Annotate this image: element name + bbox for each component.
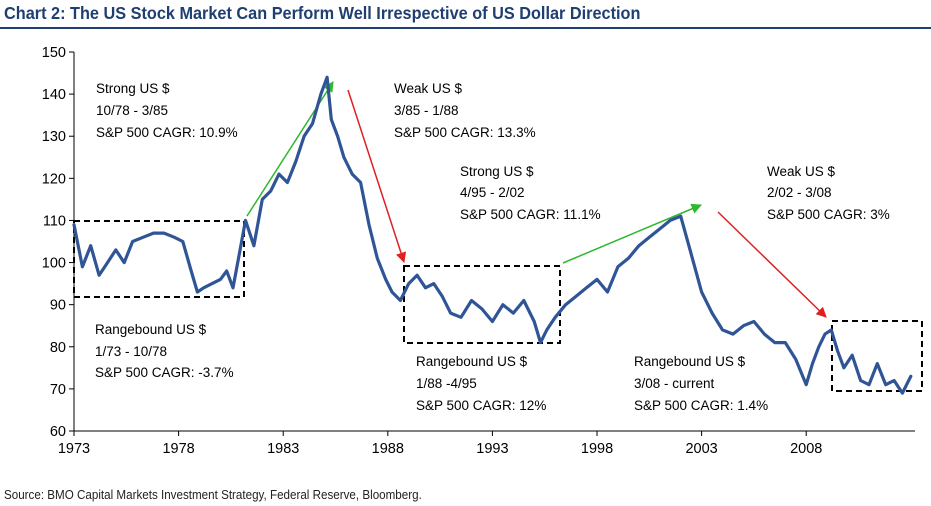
annotation-strong-1995-2002: Strong US $ 4/95 - 2/02 S&P 500 CAGR: 11… <box>460 164 601 222</box>
y-tick-label: 80 <box>50 340 66 356</box>
weak-dollar-arrow-1985-1988 <box>347 89 407 263</box>
x-tick-label: 2003 <box>685 441 717 457</box>
annotation-label: Rangebound US $ <box>416 354 528 369</box>
annotation-range: 2/02 - 3/08 <box>767 185 832 200</box>
annotation-range: 4/95 - 2/02 <box>460 185 525 200</box>
x-tick-label: 1973 <box>58 441 90 457</box>
annotation-cagr: S&P 500 CAGR: 1.4% <box>634 398 768 413</box>
annotation-cagr: S&P 500 CAGR: 11.1% <box>460 207 601 222</box>
source-note: Source: BMO Capital Markets Investment S… <box>4 488 422 502</box>
y-tick-label: 100 <box>42 256 66 272</box>
annotation-cagr: S&P 500 CAGR: 10.9% <box>96 125 238 140</box>
series-line <box>72 75 913 395</box>
title-rule <box>0 27 931 29</box>
annotation-cagr: S&P 500 CAGR: 13.3% <box>394 125 536 140</box>
annotation-rangebound-1973-1978: Rangebound US $ 1/73 - 10/78 S&P 500 CAG… <box>95 322 234 380</box>
x-tick-label: 2008 <box>790 441 822 457</box>
y-tick-label: 150 <box>42 45 66 61</box>
x-tick-label: 1983 <box>267 441 299 457</box>
y-tick-label: 90 <box>50 298 66 314</box>
y-tick-label: 110 <box>43 213 66 229</box>
y-tick-label: 70 <box>50 382 66 398</box>
x-tick-label: 1993 <box>476 441 508 457</box>
x-axis-ticks: 1973 1978 1983 1988 1993 1998 2003 2008 <box>58 431 822 457</box>
y-tick-label: 60 <box>50 424 66 440</box>
annotation-range: 3/85 - 1/88 <box>394 103 459 118</box>
rangebound-box-1988-1995 <box>403 265 561 344</box>
rangebound-box-1973-1978 <box>73 220 245 298</box>
annotation-rangebound-1988-1995: Rangebound US $ 1/88 -4/95 S&P 500 CAGR:… <box>416 354 546 413</box>
annotation-cagr: S&P 500 CAGR: 12% <box>416 398 546 413</box>
x-tick-label: 1988 <box>372 441 404 457</box>
annotation-label: Rangebound US $ <box>95 322 207 337</box>
annotation-cagr: S&P 500 CAGR: -3.7% <box>95 365 234 380</box>
annotation-range: 3/08 - current <box>634 376 715 391</box>
annotation-weak-1985-1988: Weak US $ 3/85 - 1/88 S&P 500 CAGR: 13.3… <box>394 81 536 140</box>
x-tick-label: 1978 <box>162 441 194 457</box>
rangebound-box-2008-current <box>831 320 923 392</box>
chart-title: Chart 2: The US Stock Market Can Perform… <box>4 3 641 23</box>
weak-dollar-arrow-2002-2008 <box>717 211 827 318</box>
annotation-strong-1978-1985: Strong US $ 10/78 - 3/85 S&P 500 CAGR: 1… <box>96 81 238 140</box>
strong-dollar-arrow-1995-2002 <box>562 203 702 264</box>
y-tick-label: 140 <box>42 87 66 103</box>
y-tick-label: 120 <box>42 171 66 187</box>
annotation-cagr: S&P 500 CAGR: 3% <box>767 207 890 222</box>
annotation-label: Rangebound US $ <box>634 354 746 369</box>
annotation-label: Weak US $ <box>394 81 463 96</box>
annotation-range: 10/78 - 3/85 <box>96 103 168 118</box>
y-axis-ticks: 60 70 80 90 100 110 120 130 140 150 <box>42 45 74 440</box>
x-tick-label: 1998 <box>581 441 613 457</box>
annotation-label: Strong US $ <box>460 164 534 179</box>
annotation-label: Strong US $ <box>96 81 170 96</box>
annotation-label: Weak US $ <box>767 164 836 179</box>
annotation-range: 1/88 -4/95 <box>416 376 477 391</box>
annotation-range: 1/73 - 10/78 <box>95 344 167 359</box>
annotation-weak-2002-2008: Weak US $ 2/02 - 3/08 S&P 500 CAGR: 3% <box>767 164 890 222</box>
annotation-rangebound-2008-current: Rangebound US $ 3/08 - current S&P 500 C… <box>634 354 768 413</box>
y-tick-label: 130 <box>42 129 66 145</box>
